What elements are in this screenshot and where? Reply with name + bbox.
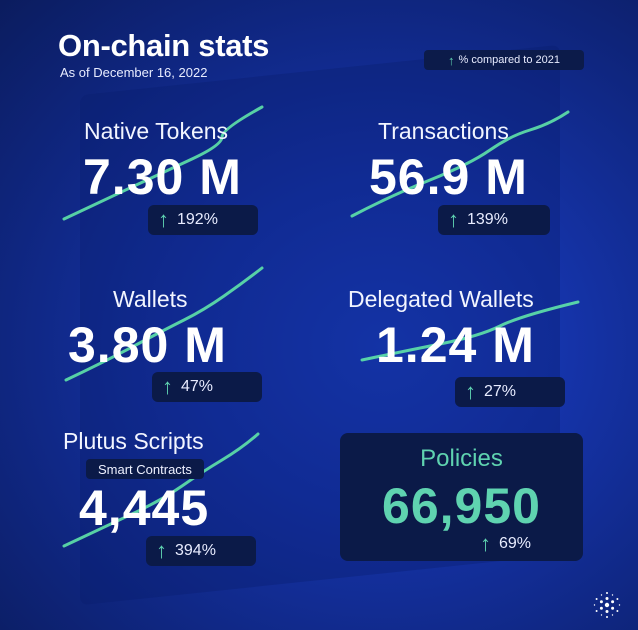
delegated-wallets-label: Delegated Wallets bbox=[348, 286, 534, 312]
change-text: 27% bbox=[484, 383, 517, 400]
change-text: 139% bbox=[467, 211, 508, 228]
wallets-sparkline bbox=[64, 266, 264, 382]
up-arrow-icon: ↑ bbox=[480, 531, 491, 556]
change-text: 47% bbox=[181, 378, 214, 395]
up-arrow-icon: ↑ bbox=[156, 538, 167, 563]
delegated-wallets-change: ↑ 27% bbox=[455, 377, 565, 407]
plutus-scripts-change: ↑ 394% bbox=[146, 536, 256, 566]
delegated-wallets-sparkline bbox=[360, 300, 580, 362]
smart-contracts-badge: Smart Contracts bbox=[86, 459, 204, 479]
up-arrow-icon: ↑ bbox=[447, 52, 455, 68]
wallets-label: Wallets bbox=[113, 286, 188, 312]
transactions-value: 56.9 M bbox=[369, 149, 528, 205]
policies-card: Policies 66,950 ↑ 69% bbox=[340, 433, 583, 561]
up-arrow-icon: ↑ bbox=[162, 374, 173, 399]
legend-text: % compared to 2021 bbox=[458, 54, 560, 66]
page-title: On-chain stats bbox=[58, 28, 270, 63]
native-tokens-label: Native Tokens bbox=[84, 118, 229, 144]
cardano-logo-icon bbox=[593, 592, 621, 618]
policies-label: Policies bbox=[420, 445, 503, 472]
plutus-scripts-value: 4,445 bbox=[79, 480, 210, 536]
up-arrow-icon: ↑ bbox=[158, 207, 169, 232]
native-tokens-value: 7.30 M bbox=[83, 149, 242, 205]
change-text: 394% bbox=[175, 542, 216, 559]
legend-badge: ↑ % compared to 2021 bbox=[424, 50, 584, 70]
plutus-scripts-label: Plutus Scripts bbox=[63, 428, 204, 454]
native-tokens-change: ↑ 192% bbox=[148, 205, 258, 235]
page-subtitle: As of December 16, 2022 bbox=[60, 65, 208, 80]
up-arrow-icon: ↑ bbox=[448, 207, 459, 232]
transactions-sparkline bbox=[350, 110, 570, 218]
transactions-change: ↑ 139% bbox=[438, 205, 550, 235]
wallets-value: 3.80 M bbox=[68, 317, 227, 373]
up-arrow-icon: ↑ bbox=[465, 379, 476, 404]
delegated-wallets-value: 1.24 M bbox=[376, 317, 535, 373]
transactions-label: Transactions bbox=[378, 118, 509, 144]
change-text: 69% bbox=[499, 535, 532, 552]
plutus-scripts-sparkline bbox=[62, 432, 260, 548]
change-text: 192% bbox=[177, 211, 218, 228]
native-tokens-sparkline bbox=[62, 105, 264, 221]
policies-change: ↑ 69% bbox=[480, 531, 531, 557]
wallets-change: ↑ 47% bbox=[152, 372, 262, 402]
policies-value: 66,950 bbox=[382, 478, 541, 534]
